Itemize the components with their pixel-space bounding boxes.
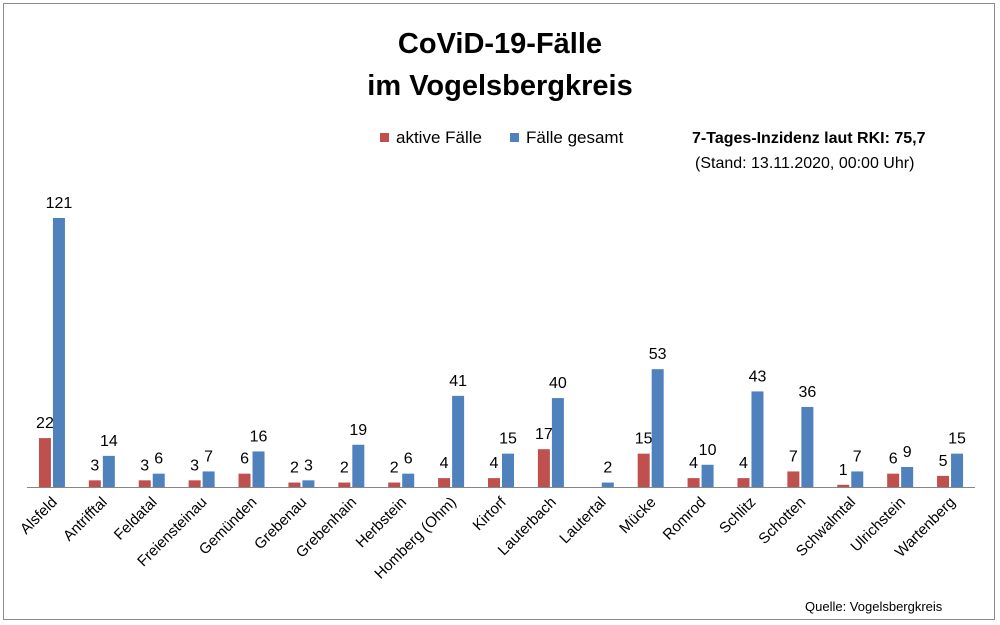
data-label-active-6: 2 [340, 460, 349, 477]
data-label-active-8: 4 [440, 455, 449, 472]
data-label-total-9: 15 [499, 431, 517, 448]
bar-active-6 [338, 482, 351, 487]
data-label-total-15: 36 [798, 384, 816, 401]
chart-frame [3, 3, 995, 620]
bar-total-12 [651, 369, 664, 487]
bar-active-0 [38, 438, 51, 487]
bar-active-3 [188, 480, 201, 487]
data-label-total-0: 121 [46, 195, 73, 212]
bar-total-8 [452, 395, 465, 487]
data-label-active-18: 5 [939, 453, 948, 470]
bar-total-5 [302, 480, 315, 487]
data-label-active-10: 17 [535, 426, 553, 443]
bar-total-2 [152, 473, 165, 487]
category-label-14: Schlitz [716, 494, 759, 537]
category-label-13: Romrod [660, 494, 710, 544]
data-label-active-7: 2 [390, 460, 399, 477]
bar-active-17 [887, 473, 900, 487]
bar-total-17 [901, 466, 914, 487]
category-label-9: Kirtorf [470, 493, 511, 534]
bar-active-7 [388, 482, 401, 487]
bar-total-14 [751, 391, 764, 487]
data-label-total-11: 2 [603, 460, 612, 477]
data-label-active-13: 4 [689, 455, 698, 472]
chart-title-line-1: CoViD-19-Fälle [397, 28, 603, 60]
legend-swatch-total [510, 133, 519, 142]
bar-active-12 [637, 453, 650, 487]
data-label-total-1: 14 [100, 433, 118, 450]
bar-active-2 [138, 480, 151, 487]
legend-label-active: aktive Fälle [396, 128, 482, 147]
data-label-total-12: 53 [649, 346, 667, 363]
stand-note: (Stand: 13.11.2020, 00:00 Uhr) [695, 155, 915, 172]
data-label-active-1: 3 [90, 457, 99, 474]
data-label-total-17: 9 [903, 444, 912, 461]
bar-active-8 [438, 478, 451, 487]
category-label-2: Feldatal [111, 494, 161, 544]
category-label-0: Alsfeld [17, 494, 61, 538]
data-label-total-5: 3 [304, 457, 313, 474]
bar-active-16 [837, 484, 850, 487]
data-label-active-17: 6 [889, 451, 898, 468]
bar-active-10 [537, 449, 550, 487]
data-label-active-12: 15 [635, 431, 653, 448]
bar-total-0 [52, 218, 65, 487]
data-label-active-16: 1 [839, 462, 848, 479]
bar-active-9 [488, 478, 500, 487]
bar-active-14 [737, 478, 750, 487]
data-label-total-7: 6 [404, 451, 413, 468]
bar-total-1 [102, 455, 115, 487]
data-label-active-3: 3 [190, 457, 199, 474]
bar-active-15 [787, 471, 800, 487]
category-label-1: Antrifftal [60, 494, 111, 545]
bar-total-13 [701, 464, 714, 487]
data-label-active-9: 4 [490, 455, 499, 472]
bar-active-5 [288, 482, 301, 487]
data-label-active-15: 7 [789, 448, 798, 465]
legend-item-total: Fälle gesamt [510, 128, 623, 148]
bar-total-6 [352, 444, 365, 487]
data-label-active-14: 4 [739, 455, 748, 472]
bar-total-7 [402, 473, 415, 487]
bar-total-16 [851, 471, 864, 487]
legend-label-total: Fälle gesamt [526, 128, 624, 147]
data-label-total-4: 16 [250, 428, 268, 445]
data-label-total-2: 6 [154, 451, 163, 468]
data-label-active-5: 2 [290, 460, 299, 477]
legend-item-active: aktive Fälle [380, 128, 482, 148]
bar-total-3 [202, 471, 215, 487]
legend-swatch-active [380, 133, 389, 142]
bar-active-13 [687, 478, 700, 487]
category-label-11: Lautertal [556, 494, 609, 547]
data-label-total-6: 19 [349, 422, 367, 439]
source-note: Quelle: Vogelsbergkreis [805, 599, 943, 614]
incidence-note: 7-Tages-Inzidenz laut RKI: 75,7 [692, 130, 926, 147]
bar-total-9 [502, 453, 514, 487]
chart-title-line-2: im Vogelsbergkreis [367, 70, 633, 102]
data-label-total-13: 10 [699, 442, 717, 459]
bar-total-10 [551, 398, 564, 487]
bar-active-18 [937, 475, 950, 487]
bar-active-1 [88, 480, 101, 487]
bar-total-4 [252, 451, 265, 487]
data-label-active-0: 22 [36, 415, 54, 432]
data-label-active-4: 6 [240, 451, 249, 468]
bar-total-11 [601, 482, 614, 487]
bar-active-4 [238, 473, 251, 487]
data-label-total-14: 43 [749, 368, 767, 385]
data-label-total-10: 40 [549, 375, 567, 392]
category-label-12: Mücke [616, 494, 659, 537]
data-label-total-3: 7 [204, 448, 213, 465]
data-label-total-8: 41 [449, 373, 467, 390]
data-label-total-18: 15 [948, 431, 966, 448]
bar-total-15 [801, 406, 814, 487]
data-label-active-2: 3 [140, 457, 149, 474]
bar-total-18 [951, 453, 964, 487]
data-label-total-16: 7 [853, 448, 862, 465]
